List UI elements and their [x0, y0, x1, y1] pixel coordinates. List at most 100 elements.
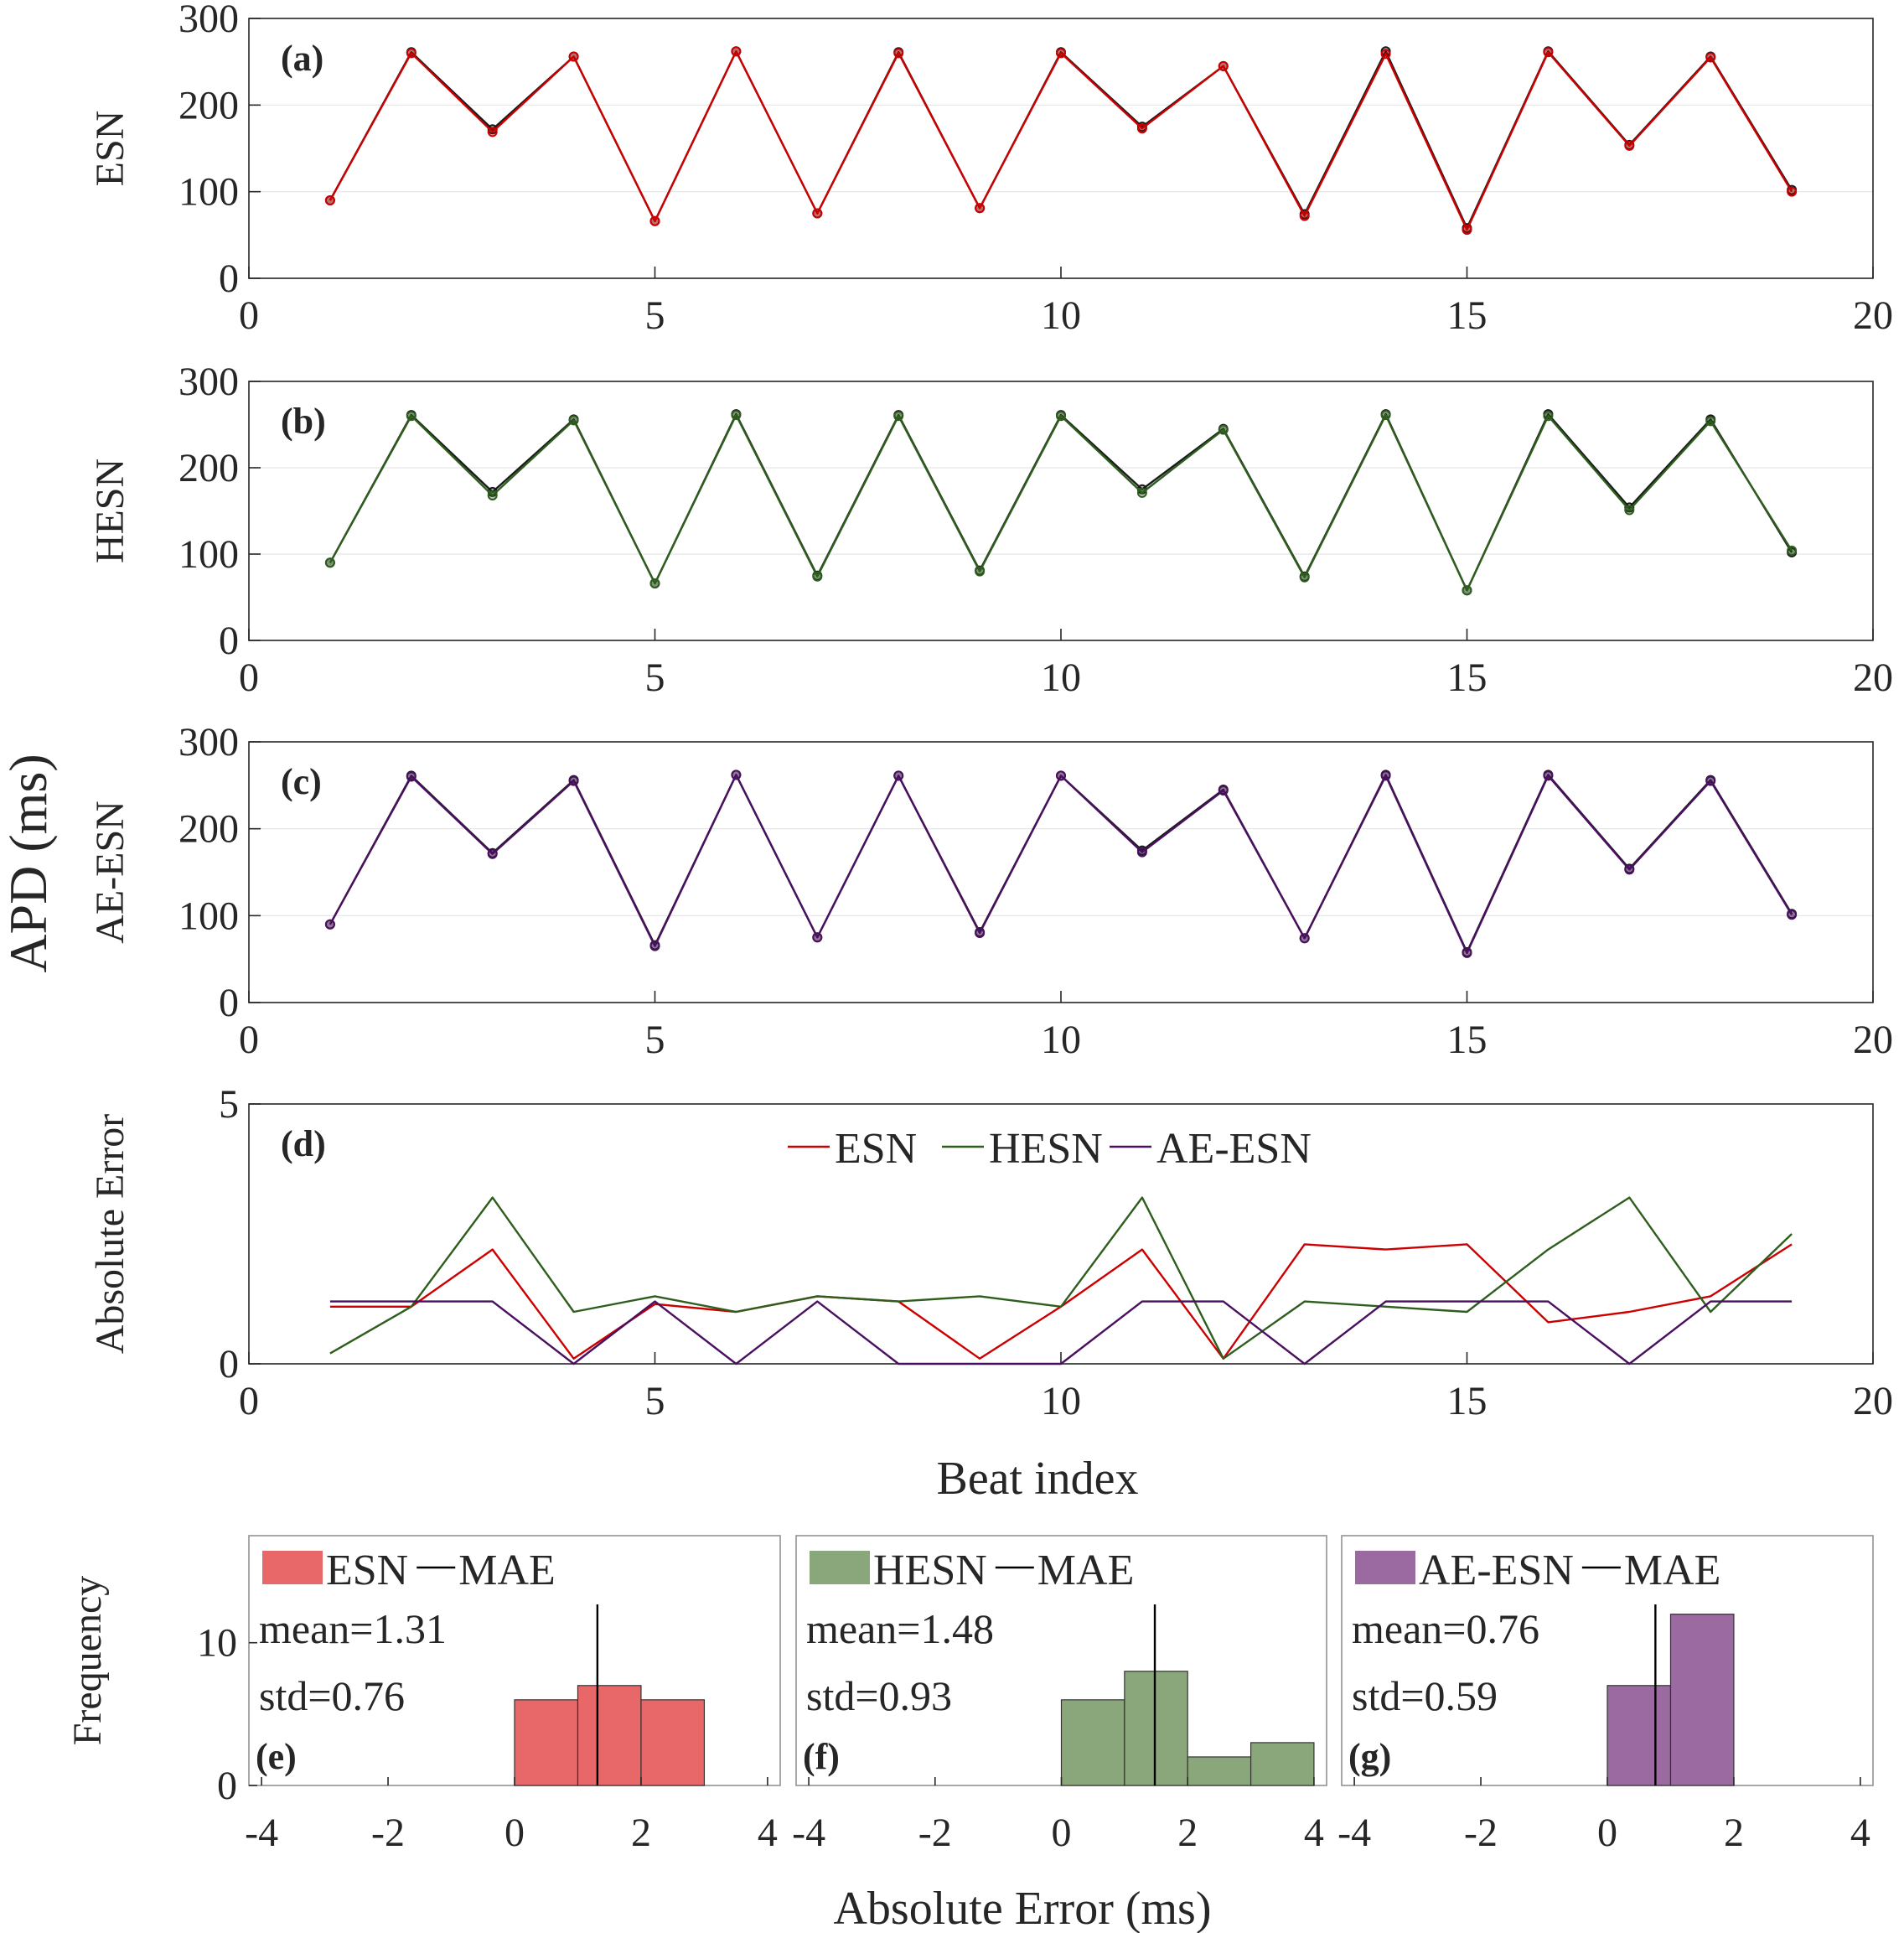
y-tick-label: 200	[178, 446, 239, 490]
data-point-model	[568, 51, 579, 62]
data-point-model	[649, 941, 660, 951]
mean-stat: mean=0.76	[1352, 1605, 1539, 1652]
histogram-panel-g: -4 -2 0 2 4 AE-ESN MAE mean=0.76 std=0.59 (g)	[1337, 1535, 1874, 1855]
data-point-model	[1380, 770, 1391, 781]
data-point-model	[649, 215, 660, 226]
x-tick-label: 5	[645, 293, 665, 338]
x-tick-label: 20	[1853, 656, 1893, 700]
x-tick-label: -2	[371, 1811, 405, 1855]
series-line-HESN	[329, 1196, 1793, 1360]
x-tick-label: 0	[1597, 1811, 1617, 1855]
mean-stat: mean=1.31	[259, 1605, 447, 1652]
y-tick-label: 10	[197, 1621, 237, 1666]
data-point-model	[893, 48, 904, 59]
data-point-model	[893, 411, 904, 422]
shared-y-axis-label: APD (ms)	[0, 754, 58, 972]
x-tick-label: 20	[1853, 1018, 1893, 1062]
y-axis-label: HESN	[88, 459, 132, 563]
y-tick-label: 100	[178, 894, 239, 938]
histogram-bar	[1250, 1742, 1315, 1786]
x-tick-label: 5	[645, 1379, 665, 1423]
y-tick-label: 300	[178, 0, 239, 41]
histogram-bar	[1187, 1756, 1252, 1786]
data-point-model	[324, 557, 335, 568]
std-stat: std=0.59	[1352, 1672, 1498, 1719]
data-point-model	[1218, 785, 1229, 796]
histogram-x-axis-label: Absolute Error (ms)	[833, 1883, 1211, 1933]
y-tick-label: 0	[219, 981, 239, 1025]
x-tick-label: 0	[504, 1811, 525, 1855]
legend-series-label: ESN	[326, 1547, 408, 1594]
x-tick-label: 20	[1853, 1379, 1893, 1423]
histogram-bar	[514, 1699, 579, 1786]
x-tick-label: 2	[1724, 1811, 1744, 1855]
histogram-bar	[1669, 1614, 1735, 1786]
histogram-bar	[1060, 1699, 1125, 1786]
x-tick-label: 15	[1447, 1379, 1488, 1423]
data-point-model	[1462, 585, 1472, 596]
x-tick-label: 4	[1850, 1811, 1870, 1855]
y-tick-label: 100	[178, 170, 239, 215]
data-point-model	[731, 410, 742, 421]
panel-label: (c)	[281, 761, 322, 802]
data-point-model	[1056, 48, 1066, 59]
x-tick-label: 5	[645, 656, 665, 700]
data-point-model	[731, 770, 742, 780]
data-point-model	[487, 490, 498, 500]
legend-mae-label: MAE	[1037, 1547, 1135, 1594]
data-point-model	[487, 127, 498, 137]
histogram-bar	[577, 1685, 642, 1786]
x-tick-label: 0	[239, 1018, 259, 1062]
data-point-model	[1462, 947, 1472, 958]
x-tick-label: -2	[918, 1811, 952, 1855]
y-tick-label: 300	[178, 360, 239, 404]
y-tick-label: 200	[178, 83, 239, 127]
x-tick-label: 20	[1853, 293, 1893, 338]
data-point-model	[1543, 411, 1554, 422]
legend-series-label: AE-ESN	[1419, 1547, 1574, 1594]
y-tick-label: 300	[178, 720, 239, 764]
y-tick-label: 200	[178, 807, 239, 852]
legend-swatch	[810, 1551, 870, 1584]
panel-label: (g)	[1348, 1736, 1391, 1777]
data-point-model	[1056, 770, 1066, 781]
series-line-model	[329, 413, 1793, 592]
data-point-model	[1218, 424, 1229, 435]
x-tick-label: 10	[1041, 656, 1081, 700]
legend-mae-label: MAE	[1624, 1547, 1721, 1594]
data-point-model	[1136, 123, 1147, 134]
data-point-model	[731, 46, 742, 57]
y-axis-label: Absolute Error	[88, 1114, 132, 1355]
data-point-model	[893, 770, 904, 781]
line-panel-d: 0 5 0 5 10 15 20 Absolute Error (d) ESN HESN AE-ESN	[88, 1082, 1893, 1423]
data-point-model	[487, 848, 498, 859]
y-tick-label: 5	[219, 1082, 239, 1127]
x-tick-label: 0	[239, 293, 259, 338]
line-panel-a: 0 100 200 300 0 5 10 15 20 ESN (a)	[88, 0, 1893, 338]
data-point-model	[568, 415, 579, 426]
y-tick-label: 0	[219, 619, 239, 663]
y-tick-label: 0	[219, 1342, 239, 1386]
axes-box	[248, 381, 1874, 641]
series-line-model	[329, 774, 1793, 955]
axes-box	[248, 741, 1874, 1003]
data-point-model	[975, 928, 986, 939]
x-tick-label: -4	[1337, 1811, 1371, 1855]
data-point-model	[1299, 933, 1310, 944]
line-panel-c: 0 100 200 300 0 5 10 15 20 AE-ESN (c)	[88, 720, 1893, 1062]
data-point-model	[406, 771, 416, 782]
data-point-model	[324, 195, 335, 205]
data-point-model	[1705, 52, 1716, 63]
data-point-model	[1543, 47, 1554, 58]
legend-mae-label: MAE	[458, 1547, 556, 1594]
std-stat: std=0.76	[259, 1672, 405, 1719]
panel-label: (a)	[281, 38, 323, 79]
panel-label: (f)	[803, 1736, 840, 1777]
data-point-model	[1462, 225, 1472, 236]
series-line-AE-ESN	[329, 1300, 1793, 1366]
data-point-model	[568, 775, 579, 786]
panel-label: (b)	[281, 401, 326, 442]
series-line-model	[329, 50, 1793, 231]
